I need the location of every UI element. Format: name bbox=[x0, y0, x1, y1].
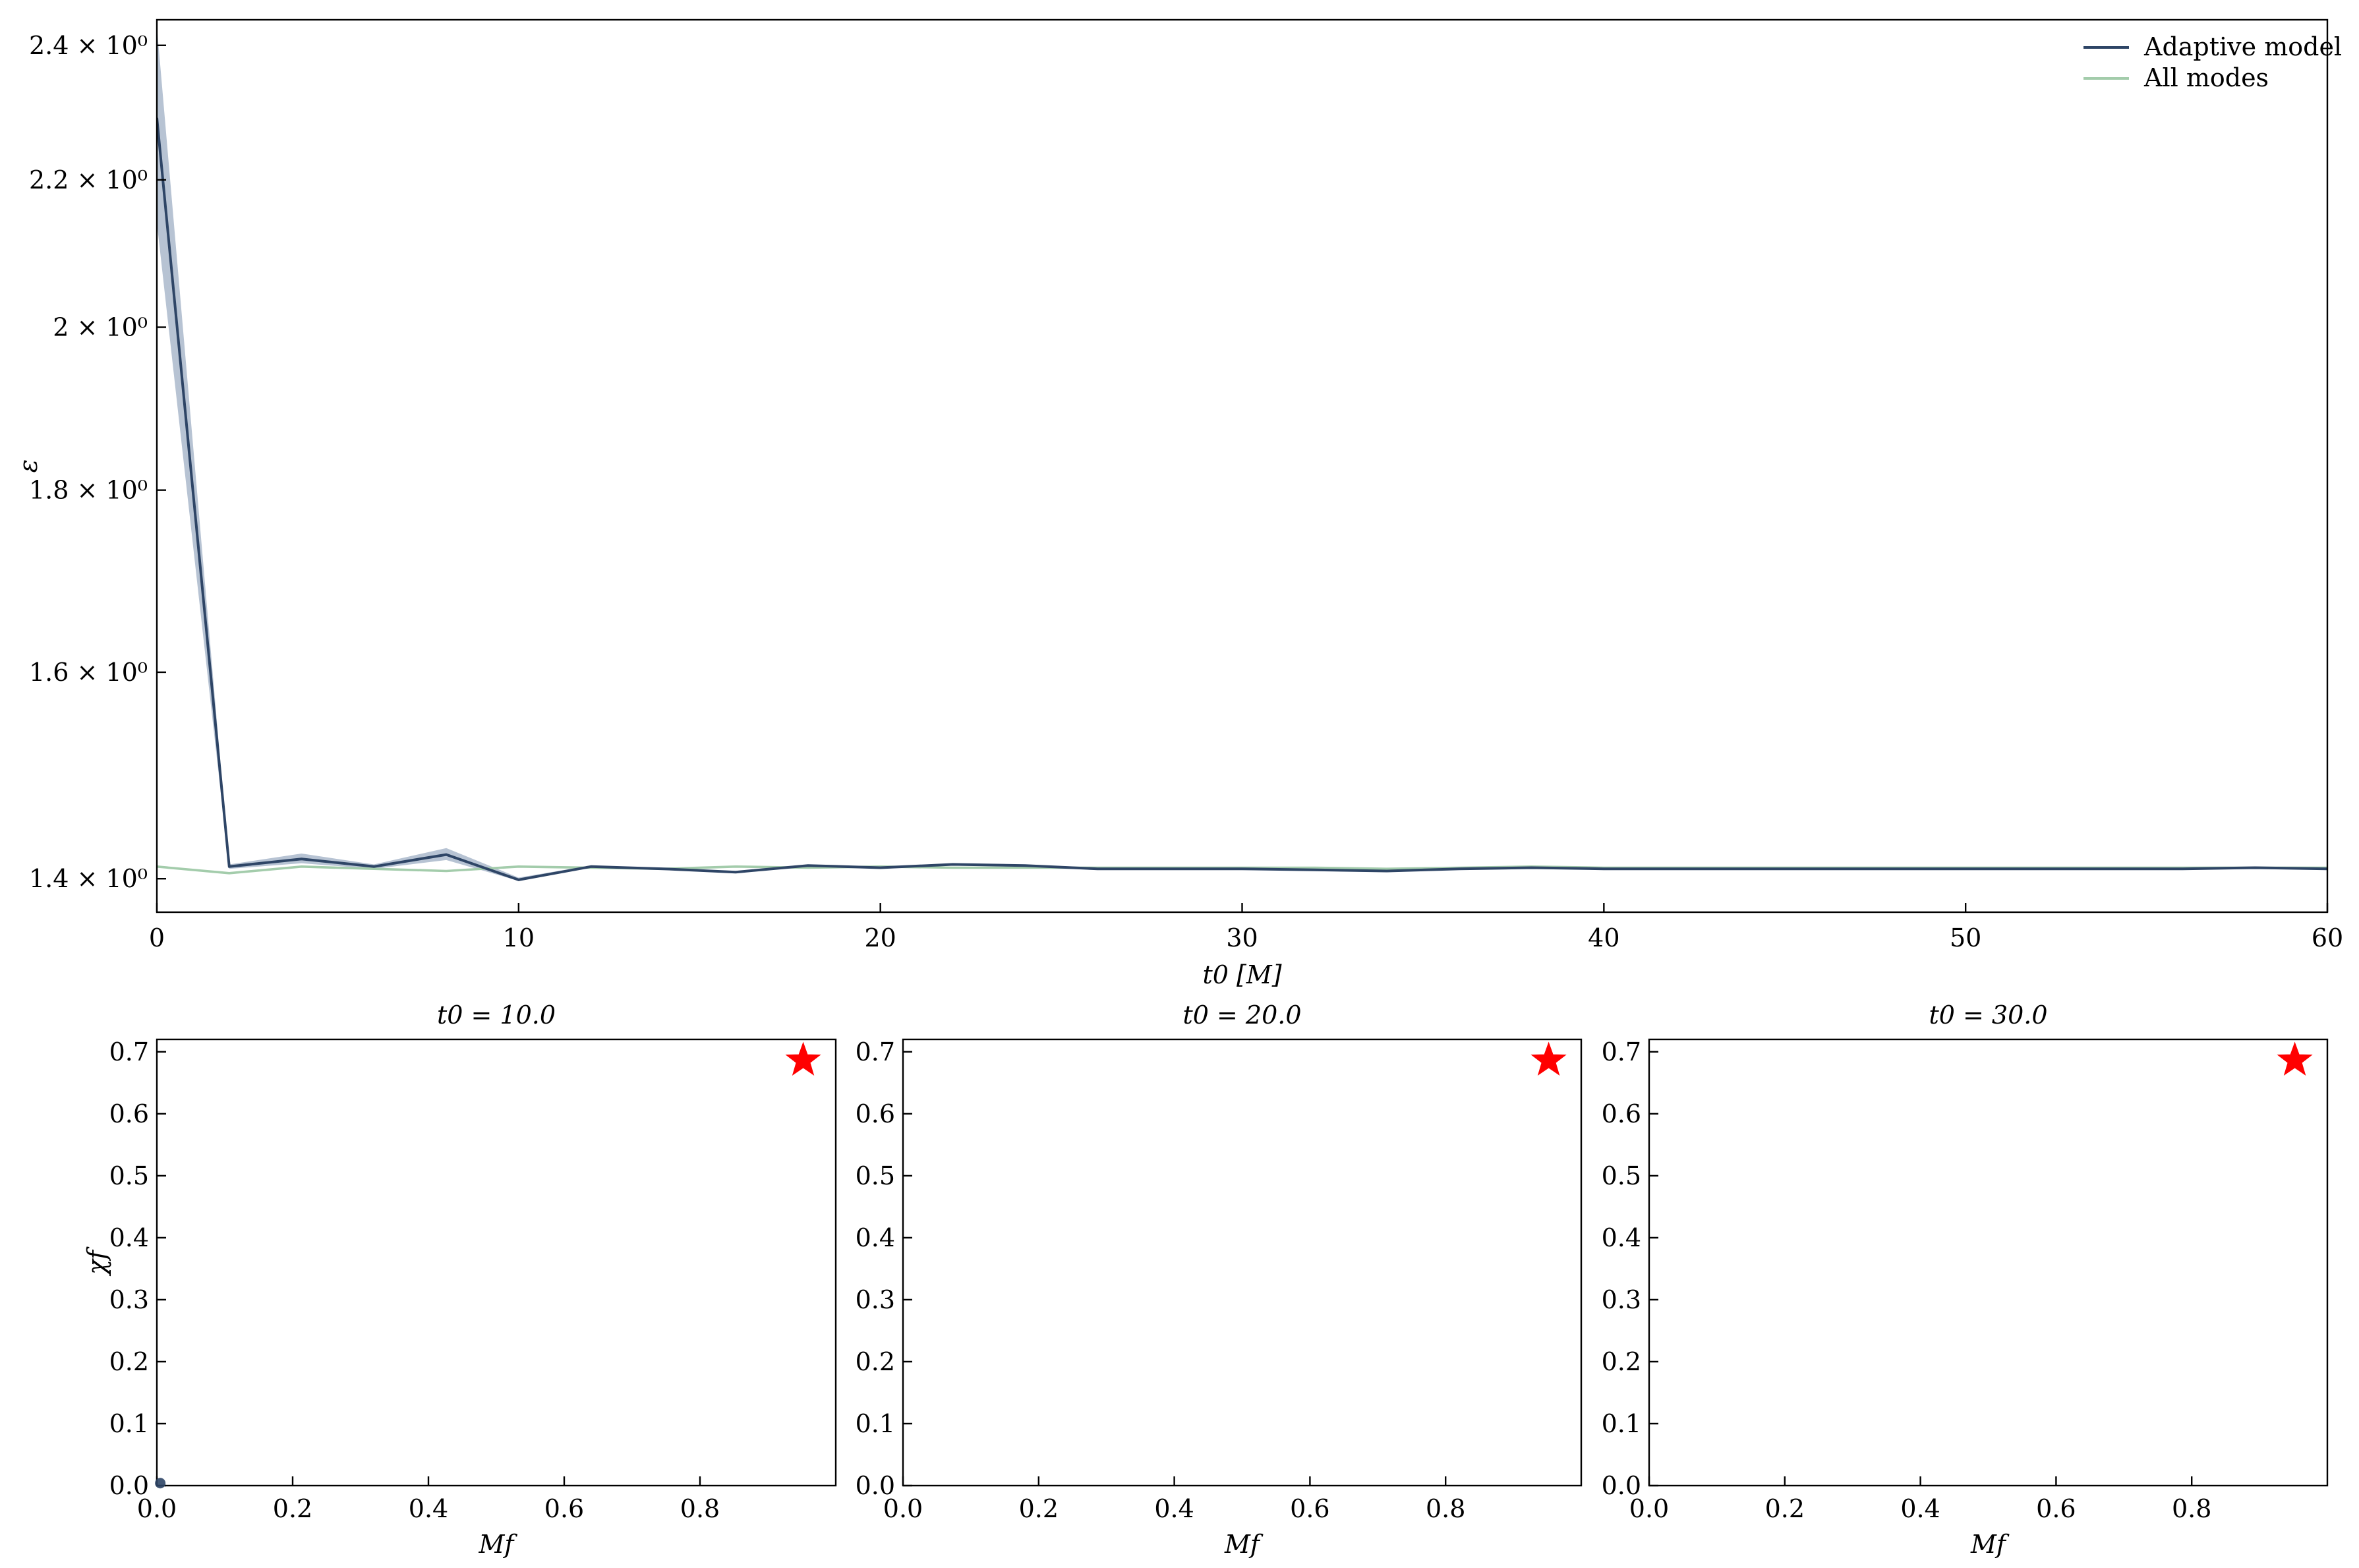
y-tick-label: 0.3 bbox=[1602, 1285, 1641, 1314]
x-tick-label: 0.0 bbox=[137, 1494, 177, 1523]
x-tick-label: 0.0 bbox=[883, 1494, 923, 1523]
legend-label: Adaptive model bbox=[2143, 32, 2342, 61]
y-tick-label: 0.0 bbox=[1602, 1471, 1641, 1500]
x-tick-label: 40 bbox=[1588, 923, 1619, 952]
y-tick-label: 0.3 bbox=[856, 1285, 895, 1314]
x-tick-label: 0.6 bbox=[544, 1494, 584, 1523]
y-tick-label: 0.4 bbox=[1602, 1223, 1641, 1252]
y-tick-label: 1.4 × 10⁰ bbox=[29, 864, 148, 893]
scatter-panel-2: t0 = 20.0 0.0 0.2 0.4 0.6 0.8 0.0 0.1 0.2 0.3 0.4 0… bbox=[856, 1001, 1583, 1559]
x-tick-label: 0.4 bbox=[409, 1494, 448, 1523]
x-axis-label: Mf bbox=[1224, 1530, 1264, 1559]
y-tick-label: 2.4 × 10⁰ bbox=[29, 31, 148, 60]
y-tick-label: 0.0 bbox=[109, 1471, 149, 1500]
x-tick-label: 0.2 bbox=[1019, 1494, 1059, 1523]
main-axes-frame bbox=[156, 18, 2329, 914]
y-tick-label: 0.2 bbox=[856, 1347, 895, 1376]
y-tick-label: 0.0 bbox=[856, 1471, 895, 1500]
main-plot-area bbox=[157, 26, 2327, 881]
true-value-star bbox=[1530, 1041, 1567, 1076]
y-tick-label: 0.7 bbox=[1602, 1037, 1641, 1066]
y-tick-label: 0.3 bbox=[109, 1285, 149, 1314]
y-tick-label: 0.1 bbox=[109, 1409, 149, 1438]
legend-label: All modes bbox=[2143, 63, 2269, 92]
panel-axes-frame bbox=[1648, 1038, 2329, 1487]
y-tick-label: 0.6 bbox=[856, 1099, 895, 1128]
x-tick-label: 10 bbox=[503, 923, 535, 952]
scatter-panel-3: t0 = 30.0 0.0 0.2 0.4 0.6 0.8 0.0 0.1 0.2 0.3 0.4 0… bbox=[1602, 1001, 2329, 1559]
x-tick-label: 0.2 bbox=[1765, 1494, 1805, 1523]
main-chart: 0 10 20 30 40 50 60 1.4 × 10⁰ 1.6 × 10⁰ 1.8 × 10⁰… bbox=[14, 18, 2343, 989]
y-tick-label: 1.6 × 10⁰ bbox=[29, 658, 148, 687]
y-tick-label: 0.7 bbox=[109, 1037, 149, 1066]
x-tick-label: 0.4 bbox=[1154, 1494, 1194, 1523]
y-tick-label: 0.4 bbox=[856, 1223, 895, 1252]
x-axis-label: t0 [M] bbox=[1202, 960, 1281, 989]
x-tick-label: 50 bbox=[1950, 923, 1981, 952]
y-tick-label: 0.7 bbox=[856, 1037, 895, 1066]
y-tick-label: 0.1 bbox=[856, 1409, 895, 1438]
y-tick-label: 0.2 bbox=[109, 1347, 149, 1376]
y-axis-label: ε bbox=[14, 459, 43, 473]
adaptive-model-band bbox=[157, 26, 2327, 881]
y-tick-label: 0.6 bbox=[109, 1099, 149, 1128]
y-tick-label: 0.4 bbox=[109, 1223, 149, 1252]
x-tick-label: 0.6 bbox=[2036, 1494, 2076, 1523]
y-axis-label: χf bbox=[82, 1246, 111, 1277]
y-tick-label: 0.5 bbox=[1602, 1161, 1641, 1190]
x-tick-label: 0.8 bbox=[1426, 1494, 1465, 1523]
x-tick-label: 0 bbox=[149, 923, 165, 952]
x-tick-label: 0.6 bbox=[1290, 1494, 1329, 1523]
scatter-panel-1: t0 = 10.0 0.0 0.2 0.4 0.6 0.8 0.0 0.1 0.2 0.3 0.4 0… bbox=[82, 1001, 837, 1559]
adaptive-model-line bbox=[157, 117, 2327, 881]
y-tick-label: 0.1 bbox=[1602, 1409, 1641, 1438]
x-tick-label: 20 bbox=[864, 923, 896, 952]
panel-title: t0 = 20.0 bbox=[1182, 1001, 1301, 1030]
x-tick-label: 0.8 bbox=[680, 1494, 720, 1523]
y-tick-label: 0.5 bbox=[856, 1161, 895, 1190]
x-axis-label: Mf bbox=[479, 1530, 518, 1559]
sample-point bbox=[155, 1478, 166, 1489]
x-tick-label: 0.0 bbox=[1629, 1494, 1669, 1523]
panel-axes-frame bbox=[902, 1038, 1583, 1487]
y-tick-label: 2 × 10⁰ bbox=[53, 312, 148, 341]
panel-axes-frame bbox=[156, 1038, 837, 1487]
true-value-star bbox=[2277, 1041, 2313, 1076]
y-tick-label: 0.6 bbox=[1602, 1099, 1641, 1128]
x-tick-label: 60 bbox=[2312, 923, 2343, 952]
y-tick-label: 0.5 bbox=[109, 1161, 149, 1190]
x-tick-label: 0.8 bbox=[2172, 1494, 2211, 1523]
y-tick-label: 1.8 × 10⁰ bbox=[29, 476, 148, 505]
x-tick-label: 0.4 bbox=[1900, 1494, 1940, 1523]
y-tick-label: 0.2 bbox=[1602, 1347, 1641, 1376]
y-tick-label: 2.2 × 10⁰ bbox=[29, 165, 148, 194]
x-tick-label: 30 bbox=[1226, 923, 1258, 952]
x-axis-label: Mf bbox=[1970, 1530, 2010, 1559]
true-value-star bbox=[785, 1041, 821, 1076]
panel-title: t0 = 30.0 bbox=[1929, 1001, 2047, 1030]
x-tick-label: 0.2 bbox=[273, 1494, 312, 1523]
panel-title: t0 = 10.0 bbox=[437, 1001, 556, 1030]
